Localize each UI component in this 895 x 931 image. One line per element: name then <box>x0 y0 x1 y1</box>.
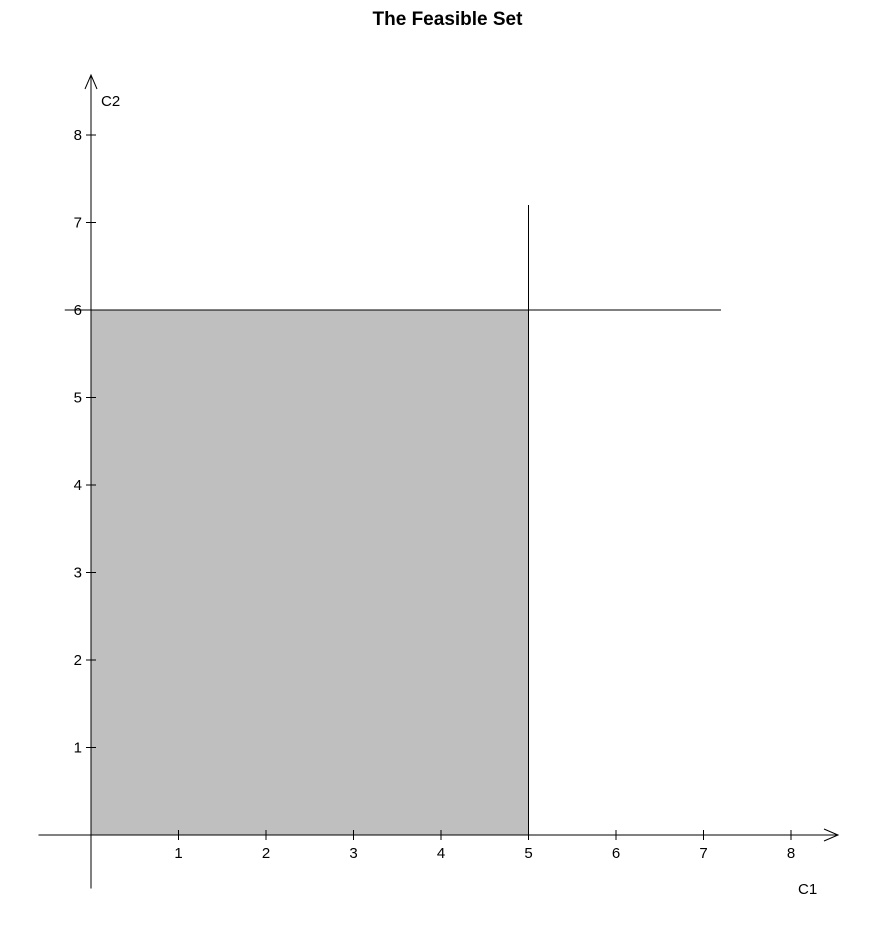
y-axis-arrow-icon <box>84 73 98 90</box>
x-axis-label: C1 <box>798 881 817 898</box>
y-tick-label: 7 <box>74 215 82 232</box>
y-tick-label: 3 <box>74 565 82 582</box>
chart-title: The Feasible Set <box>372 9 523 30</box>
x-tick-label: 8 <box>787 845 795 862</box>
x-tick-label: 1 <box>174 845 182 862</box>
y-tick-label: 6 <box>74 302 82 319</box>
x-tick-label: 4 <box>437 845 445 862</box>
y-tick-label: 4 <box>74 477 82 494</box>
x-tick-label: 6 <box>612 845 620 862</box>
y-tick-label: 1 <box>74 740 82 757</box>
y-tick-label: 8 <box>74 127 82 144</box>
feasible-region <box>91 310 529 835</box>
x-axis-arrow-icon <box>823 828 840 842</box>
x-tick-label: 7 <box>699 845 707 862</box>
x-tick-label: 3 <box>349 845 357 862</box>
y-tick-label: 5 <box>74 390 82 407</box>
x-tick-label: 5 <box>524 845 532 862</box>
y-tick-label: 2 <box>74 652 82 669</box>
y-axis-label: C2 <box>101 93 120 110</box>
x-tick-label: 2 <box>262 845 270 862</box>
